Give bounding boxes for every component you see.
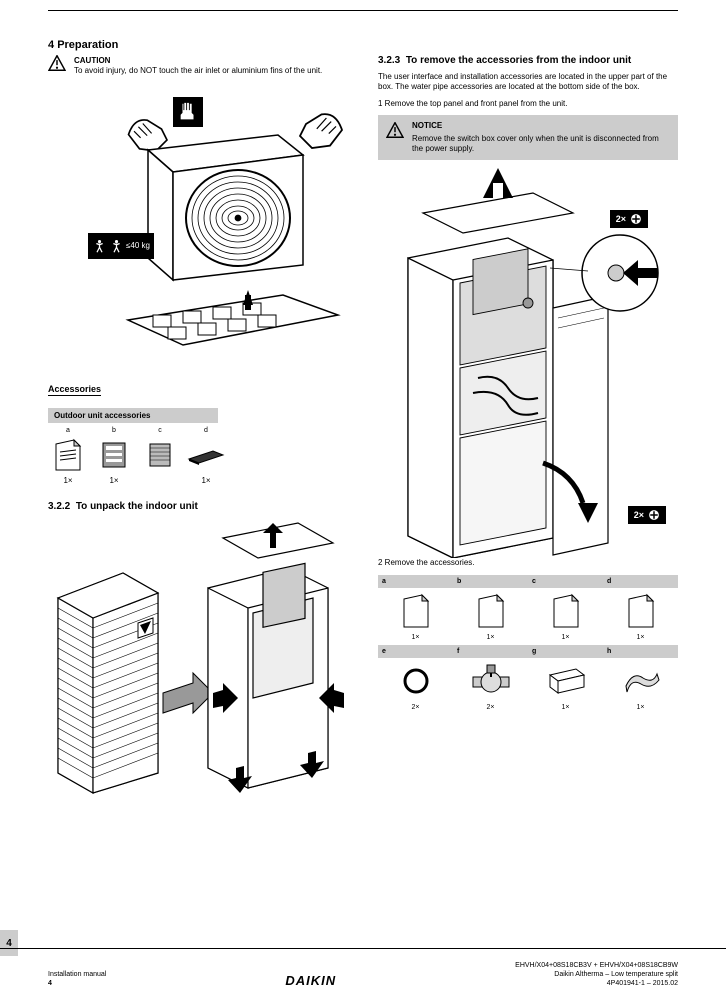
- acc-label: c: [158, 427, 162, 434]
- footer-right-1: EHVH/X04+08S18CB3V + EHVH/X04+08S18CB9W: [515, 961, 678, 970]
- tape-icon: [607, 662, 674, 700]
- drain-plug-icon: [187, 436, 225, 474]
- acc-qty: 2×: [487, 704, 495, 711]
- acc-qty: 1×: [562, 704, 570, 711]
- acc-qty: 1×: [412, 634, 420, 641]
- acc-cell: c: [140, 427, 180, 485]
- acc-cell: b 1×: [94, 427, 134, 485]
- outdoor-acc-table: a 1× b 1× c: [48, 427, 348, 485]
- screw-count-top: 2×: [616, 214, 626, 224]
- acc-label: d: [204, 427, 208, 434]
- oring-icon: [382, 662, 449, 700]
- acc-qty: 2×: [412, 704, 420, 711]
- h-f: f: [453, 645, 528, 658]
- h-h: h: [603, 645, 678, 658]
- h-c: c: [528, 575, 603, 588]
- acc-row-2: 2× 2× 1× 1×: [378, 658, 678, 715]
- doc-icon: [532, 592, 599, 630]
- acc-qty: 1×: [637, 704, 645, 711]
- outdoor-acc-label: Outdoor unit accessories: [48, 408, 218, 423]
- acc-qty: 1×: [637, 634, 645, 641]
- title-322: To unpack the indoor unit: [76, 501, 198, 512]
- acc-qty: 1×: [109, 476, 118, 485]
- step2-text: 2 Remove the accessories.: [378, 558, 678, 568]
- subheading-322: 3.2.2 To unpack the indoor unit: [48, 501, 348, 512]
- page-tab-number: 4: [6, 938, 12, 949]
- warning-icon: [48, 55, 66, 71]
- notice-block: NOTICE Remove the switch box cover only …: [378, 115, 678, 160]
- acc-cell: a 1×: [48, 427, 88, 485]
- footer-right-2: Daikin Altherma – Low temperature split: [515, 970, 678, 979]
- screw-badge-top: 2×: [610, 210, 648, 228]
- caution-label: CAUTION: [74, 56, 110, 65]
- acc-label: a: [66, 427, 70, 434]
- valve-icon: [457, 662, 524, 700]
- left-column: CAUTION To avoid injury, do NOT touch th…: [48, 55, 348, 798]
- num-322: 3.2.2: [48, 501, 70, 512]
- label-icon: [95, 436, 133, 474]
- screw-count-bottom: 2×: [634, 510, 644, 520]
- indoor-unpack-figure: [48, 518, 348, 798]
- top-rule: [48, 10, 678, 11]
- weight-text: ≤40 kg: [126, 241, 150, 250]
- section-number: 4: [48, 39, 54, 51]
- h-d: d: [603, 575, 678, 588]
- step1-text: 1 Remove the top panel and front panel f…: [378, 99, 678, 109]
- panel-icon: [532, 662, 599, 700]
- doc-icon: [457, 592, 524, 630]
- outdoor-unit-body: [128, 130, 328, 310]
- notice-text: Remove the switch box cover only when th…: [412, 134, 670, 155]
- manual-icon: [49, 436, 87, 474]
- title-323: To remove the accessories from the indoo…: [406, 55, 631, 66]
- footer-brand: DAIKIN: [285, 973, 336, 988]
- acc-qty: 1×: [201, 476, 210, 485]
- acc-qty: 1×: [63, 476, 72, 485]
- footer-left-2: 4: [48, 980, 52, 987]
- pallet-base: [123, 285, 343, 365]
- caution-text: CAUTION To avoid injury, do NOT touch th…: [74, 55, 322, 77]
- right-column: 3.2.3 To remove the accessories from the…: [378, 55, 678, 798]
- indoor-remove-figure: 2× 2×: [378, 168, 678, 558]
- outdoor-unit-figure: ≤40 kg: [68, 85, 348, 370]
- accessories-heading: Accessories: [48, 384, 101, 396]
- h-g: g: [528, 645, 603, 658]
- intro-323: The user interface and installation acce…: [378, 72, 678, 93]
- acc-cell: d 1×: [186, 427, 226, 485]
- acc-label: b: [112, 427, 116, 434]
- doc-icon: [607, 592, 674, 630]
- h-b: b: [453, 575, 528, 588]
- subheading-323: 3.2.3 To remove the accessories from the…: [378, 55, 678, 66]
- weight-badge: ≤40 kg: [88, 233, 154, 259]
- section-heading: 4 Preparation: [48, 39, 678, 51]
- indoor-acc-table: a b c d 1× 1× 1×: [378, 575, 678, 715]
- footer-left-1: Installation manual: [48, 970, 106, 979]
- acc-qty: 1×: [562, 634, 570, 641]
- caution-block: CAUTION To avoid injury, do NOT touch th…: [48, 55, 348, 77]
- acc-qty: 1×: [487, 634, 495, 641]
- page-footer: Installation manual 4 DAIKIN EHVH/X04+08…: [0, 948, 726, 988]
- h-e: e: [378, 645, 453, 658]
- doc-icon: [382, 592, 449, 630]
- screw-badge-bottom: 2×: [628, 506, 666, 524]
- acc-header-row: a b c d: [378, 575, 678, 588]
- spacer-icon: [141, 436, 179, 474]
- warning-icon: [386, 122, 404, 138]
- acc-row-1: 1× 1× 1× 1×: [378, 588, 678, 645]
- acc-header-row2: e f g h: [378, 645, 678, 658]
- section-title: Preparation: [57, 39, 118, 51]
- notice-title: NOTICE: [412, 121, 670, 131]
- footer-right-3: 4P401941-1 – 2015.02: [515, 979, 678, 988]
- h-a: a: [378, 575, 453, 588]
- num-323: 3.2.3: [378, 55, 400, 66]
- caution-body: To avoid injury, do NOT touch the air in…: [74, 66, 322, 75]
